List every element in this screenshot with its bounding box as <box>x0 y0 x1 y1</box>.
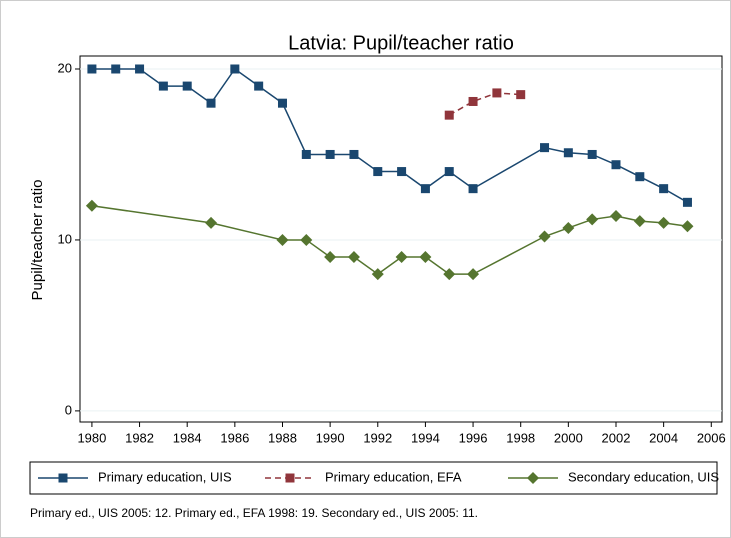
point <box>659 184 669 194</box>
point <box>373 167 383 177</box>
x-tick-label: 2004 <box>649 430 678 445</box>
x-tick-label: 1990 <box>316 430 345 445</box>
plot-frame <box>79 55 723 423</box>
point <box>87 64 97 74</box>
point <box>657 216 670 229</box>
legend-marker <box>285 473 295 483</box>
point <box>468 184 478 194</box>
x-tick-label: 1982 <box>125 430 154 445</box>
x-tick-label: 1984 <box>173 430 202 445</box>
note: Primary ed., UIS 2005: 12. Primary ed., … <box>30 506 478 520</box>
point <box>347 251 360 264</box>
y-tick-label: 10 <box>58 231 72 246</box>
chart-title: Latvia: Pupil/teacher ratio <box>288 32 514 54</box>
point <box>395 251 408 264</box>
point <box>349 149 359 159</box>
point <box>540 143 550 153</box>
point <box>609 210 622 223</box>
point <box>444 167 454 177</box>
point <box>397 167 407 177</box>
point <box>562 221 575 234</box>
legend-box <box>29 461 718 495</box>
point <box>492 88 502 98</box>
point <box>611 160 621 170</box>
point <box>301 149 311 159</box>
point <box>85 199 98 212</box>
point <box>635 172 645 182</box>
point <box>467 268 480 281</box>
point <box>681 220 694 233</box>
point <box>158 81 168 91</box>
x-tick-label: 2006 <box>697 430 726 445</box>
x-tick-label: 2002 <box>602 430 631 445</box>
legend-marker <box>58 473 68 483</box>
point <box>371 268 384 281</box>
point <box>135 64 145 74</box>
x-tick-label: 1994 <box>411 430 440 445</box>
legend-label: Primary education, EFA <box>325 469 462 484</box>
x-tick-label: 1988 <box>268 430 297 445</box>
x-tick-label: 1980 <box>77 430 106 445</box>
x-tick-label: 1992 <box>363 430 392 445</box>
point <box>443 268 456 281</box>
x-tick-label: 1998 <box>506 430 535 445</box>
point <box>325 149 335 159</box>
y-axis-title: Pupil/teacher ratio <box>29 180 46 301</box>
point <box>111 64 121 74</box>
series-line <box>448 92 521 116</box>
point <box>563 148 573 158</box>
x-tick-label: 1986 <box>220 430 249 445</box>
point <box>586 213 599 226</box>
point <box>633 215 646 228</box>
point <box>444 110 454 120</box>
point <box>419 251 432 264</box>
point <box>324 251 337 264</box>
legend-label: Secondary education, UIS <box>568 469 719 484</box>
point <box>300 233 313 246</box>
legend-marker <box>527 472 539 484</box>
point <box>254 81 264 91</box>
point <box>682 197 692 207</box>
point <box>182 81 192 91</box>
x-tick-label: 1996 <box>459 430 488 445</box>
point <box>538 230 551 243</box>
point <box>230 64 240 74</box>
y-tick-label: 20 <box>58 60 72 75</box>
point <box>587 149 597 159</box>
x-tick-label: 2000 <box>554 430 583 445</box>
point <box>277 98 287 108</box>
point <box>205 216 218 229</box>
y-tick-label: 0 <box>65 402 72 417</box>
point <box>420 184 430 194</box>
point <box>206 98 216 108</box>
point <box>276 233 289 246</box>
point <box>516 90 526 100</box>
point <box>468 96 478 106</box>
legend-label: Primary education, UIS <box>98 469 232 484</box>
